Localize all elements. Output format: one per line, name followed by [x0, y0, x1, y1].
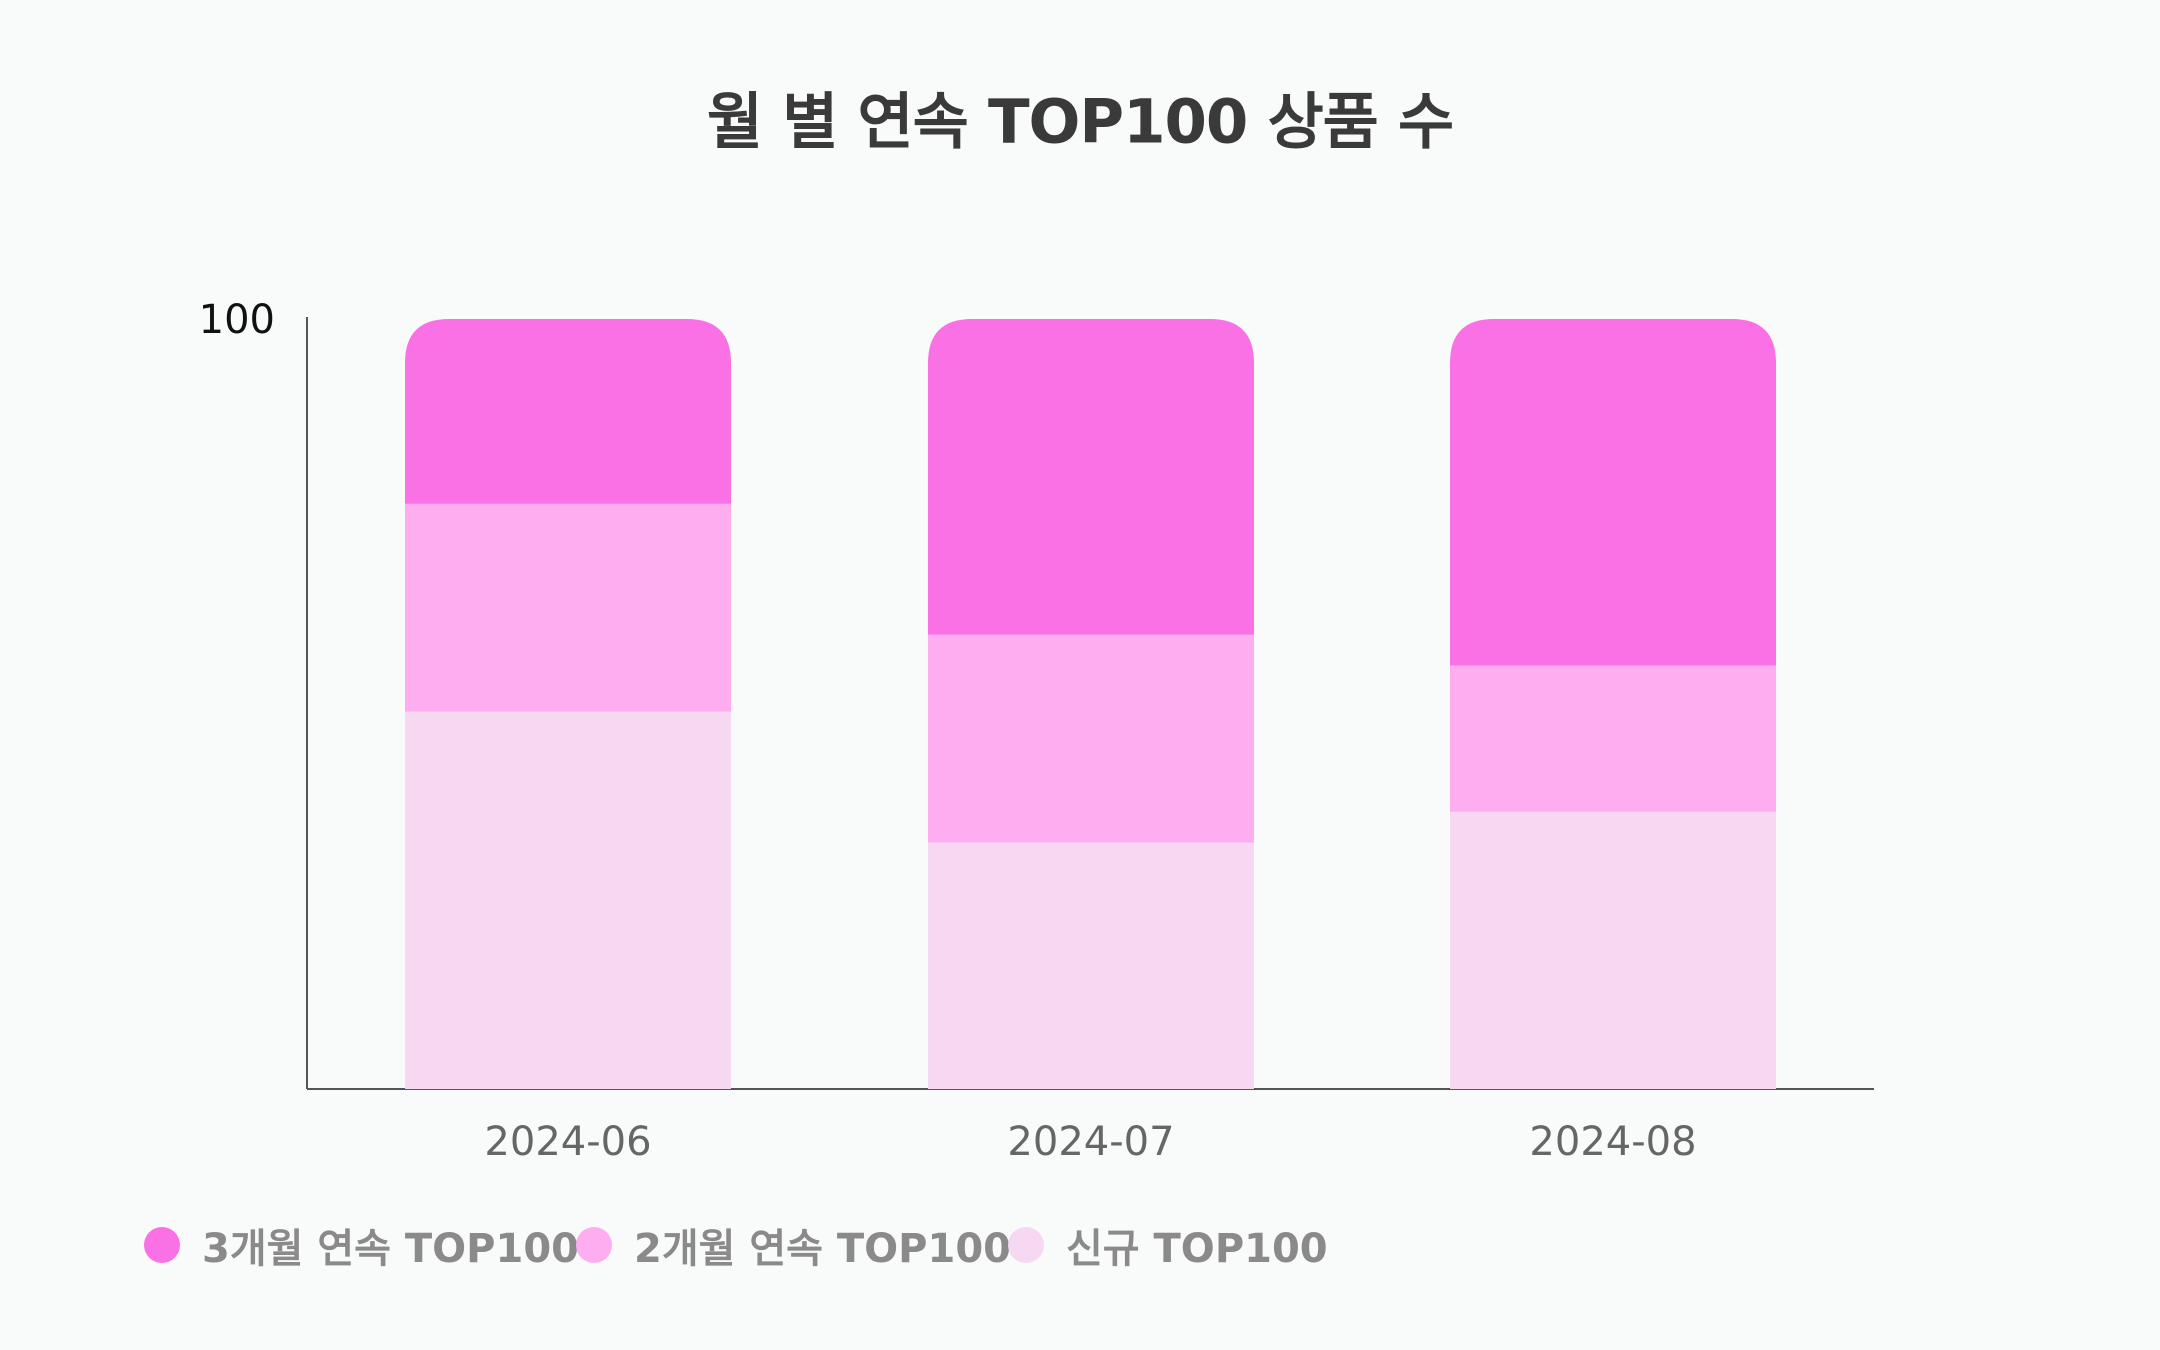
bar-segment-2024-08-series-1	[1450, 665, 1776, 812]
x-tick-label: 2024-08	[1529, 1119, 1696, 1165]
bar-stack-2024-08	[1450, 319, 1776, 1089]
bar-segment-2024-06-series-0	[405, 711, 731, 1089]
bar-stack-2024-06	[405, 319, 731, 1089]
bar-segment-2024-08-series-2	[1450, 319, 1776, 666]
bar-stack-2024-07	[928, 319, 1254, 1089]
x-tick-label: 2024-07	[1007, 1119, 1174, 1165]
chart-title: 월 별 연속 TOP100 상품 수	[706, 87, 1454, 158]
bar-segment-2024-06-series-2	[405, 319, 731, 504]
bar-segment-2024-07-series-0	[928, 842, 1254, 1089]
y-tick-label: 100	[199, 297, 275, 343]
bar-segment-2024-08-series-0	[1450, 811, 1776, 1089]
x-tick-label: 2024-06	[484, 1119, 651, 1165]
bar-segment-2024-07-series-2	[928, 319, 1254, 635]
bar-segment-2024-07-series-1	[928, 634, 1254, 843]
bar-segment-2024-06-series-1	[405, 503, 731, 712]
